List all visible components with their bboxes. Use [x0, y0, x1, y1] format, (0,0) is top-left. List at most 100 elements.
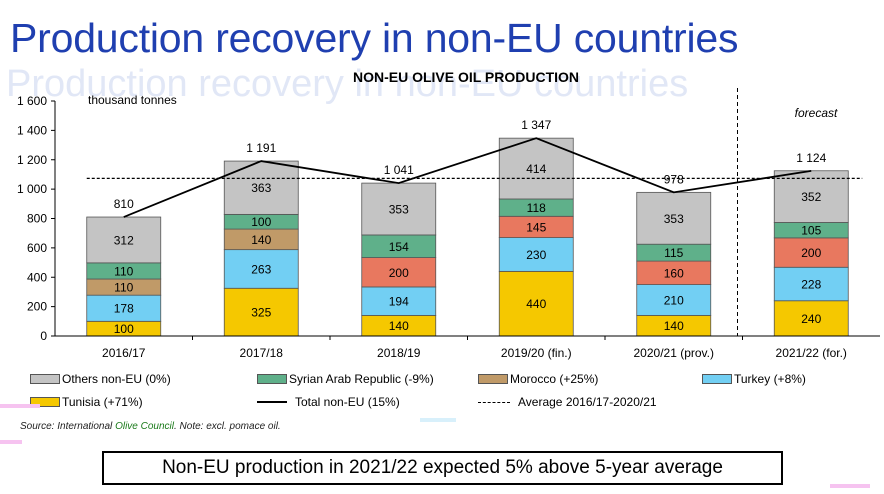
glitch-artifact: [420, 418, 456, 422]
legend-item-total: Total non-EU (15%): [257, 395, 400, 409]
x-tick-label: 2016/17: [102, 346, 146, 360]
y-tick-label: 1 200: [17, 153, 47, 167]
segment-label: 440: [526, 297, 546, 311]
y-tick-label: 1 000: [17, 182, 47, 196]
segment-label: 325: [251, 306, 271, 320]
bar-segment: [773, 266, 849, 302]
segment-label: 240: [801, 312, 821, 326]
legend-item-morocco: Morocco (+25%): [478, 372, 598, 386]
ghost-title-artifact: Production recovery in non-EU countries: [6, 63, 689, 105]
segment-label: 178: [114, 302, 134, 316]
x-tick-label: 2020/21 (prov.): [634, 346, 715, 360]
x-tick-label: 2017/18: [240, 346, 284, 360]
y-tick-label: 600: [27, 241, 47, 255]
segment-label: 210: [664, 294, 684, 308]
bar-segment: [223, 160, 299, 215]
y-tick-label: 1 600: [17, 94, 47, 108]
bar-segment: [773, 170, 849, 223]
bar-segment: [636, 284, 712, 316]
segment-label: 228: [801, 278, 821, 292]
legend-item-average: Average 2016/17-2020/21: [478, 395, 657, 409]
legend-line-total: [257, 401, 287, 403]
y-axis: 0 200 400 600 800 1 000 1 200 1 400 1 600: [17, 94, 56, 343]
bar-segment: [86, 216, 162, 264]
legend-label-average: Average 2016/17-2020/21: [518, 395, 657, 409]
segment-label: 105: [801, 224, 821, 238]
legend-swatch-others: [30, 374, 60, 384]
legend-line-average: [478, 401, 510, 403]
total-label: 1 041: [384, 163, 414, 177]
segment-label: 140: [389, 319, 409, 333]
legend-label-total: Total non-EU (15%): [295, 395, 400, 409]
source-note: Source: International Olive Council. Not…: [20, 421, 281, 432]
legend-label-syria: Syrian Arab Republic (-9%): [289, 372, 434, 386]
legend-item-syria: Syrian Arab Republic (-9%): [257, 372, 434, 386]
legend-item-others: Others non-EU (0%): [30, 372, 171, 386]
y-tick-label: 0: [40, 329, 47, 343]
bar-stack: 440 230 145 118 414: [498, 137, 574, 337]
total-line: [123, 137, 812, 218]
source-prefix: Source: International: [20, 421, 116, 432]
segment-label: 363: [251, 181, 271, 195]
segment-label: 200: [801, 246, 821, 260]
bar-stacks: 1001781101103123252631401003631401942001…: [86, 137, 849, 337]
x-tick-label: 2019/20 (fin.): [501, 346, 572, 360]
legend-swatch-syria: [257, 374, 287, 384]
legend-label-others: Others non-EU (0%): [62, 372, 171, 386]
bar-segment: [636, 191, 712, 245]
legend-label-turkey: Turkey (+8%): [734, 372, 806, 386]
segment-label: 414: [526, 162, 546, 176]
bar-segment: [361, 257, 437, 288]
segment-label: 353: [389, 203, 409, 217]
x-axis: 2016/17 2017/18 2018/19 2019/20 (fin.) 2020/…: [55, 335, 880, 360]
glitch-artifact: [830, 484, 870, 488]
segment-label: 160: [664, 266, 684, 280]
legend-swatch-tunisia: [30, 397, 60, 407]
segment-label: 140: [664, 319, 684, 333]
line-overlay: 810 1 191 1 041 1 347 978 1 124: [86, 88, 863, 336]
bar-stack: 100 178 110 110 312: [86, 216, 162, 337]
source-suffix: . Note: excl. pomace oil.: [173, 421, 281, 432]
segment-label: 263: [251, 262, 271, 276]
slide-title: Production recovery in non-EU countries: [10, 15, 739, 61]
x-tick-label: 2018/19: [377, 346, 421, 360]
bar-stack: 240 228 200 105 352: [773, 170, 849, 337]
segment-label: 145: [526, 220, 546, 234]
total-label: 978: [664, 172, 684, 186]
segment-label: 312: [114, 233, 134, 247]
segment-label: 118: [527, 201, 546, 215]
segment-label: 140: [251, 233, 271, 247]
segment-label: 100: [251, 215, 271, 229]
legend-item-turkey: Turkey (+8%): [702, 372, 806, 386]
bar-segment: [498, 270, 574, 337]
legend: Others non-EU (0%) Syrian Arab Republic …: [30, 370, 850, 414]
total-label: 1 191: [246, 141, 276, 155]
legend-label-tunisia: Tunisia (+71%): [62, 395, 143, 409]
y-axis-label: thousand tonnes: [88, 93, 177, 107]
legend-item-tunisia: Tunisia (+71%): [30, 395, 143, 409]
y-tick-label: 400: [27, 270, 47, 284]
bar-segment: [498, 237, 574, 272]
bar-segment: [361, 286, 437, 316]
bar-segment: [773, 237, 849, 268]
legend-label-morocco: Morocco (+25%): [510, 372, 599, 386]
y-tick-label: 1 400: [17, 123, 47, 137]
olive-oil-chart: NON-EU OLIVE OIL PRODUCTION thousand ton…: [17, 69, 880, 360]
segment-label: 115: [664, 246, 683, 260]
bar-segment: [773, 300, 849, 337]
segment-label: 352: [801, 190, 821, 204]
bar-stack: 140 194 200 154 353: [361, 182, 437, 337]
segment-label: 353: [664, 212, 684, 226]
segment-label: 200: [389, 266, 409, 280]
legend-swatch-morocco: [478, 374, 508, 384]
legend-swatch-turkey: [702, 374, 732, 384]
bar-segment: [223, 249, 299, 289]
takeaway-box: Non-EU production in 2021/22 expected 5%…: [102, 451, 783, 485]
glitch-artifact: [0, 404, 40, 408]
glitch-artifact: [0, 440, 22, 444]
forecast-label: forecast: [795, 106, 838, 120]
x-tick-label: 2021/22 (for.): [776, 346, 847, 360]
y-tick-label: 800: [27, 212, 47, 226]
segment-label: 154: [389, 240, 409, 254]
total-label: 810: [114, 197, 134, 211]
